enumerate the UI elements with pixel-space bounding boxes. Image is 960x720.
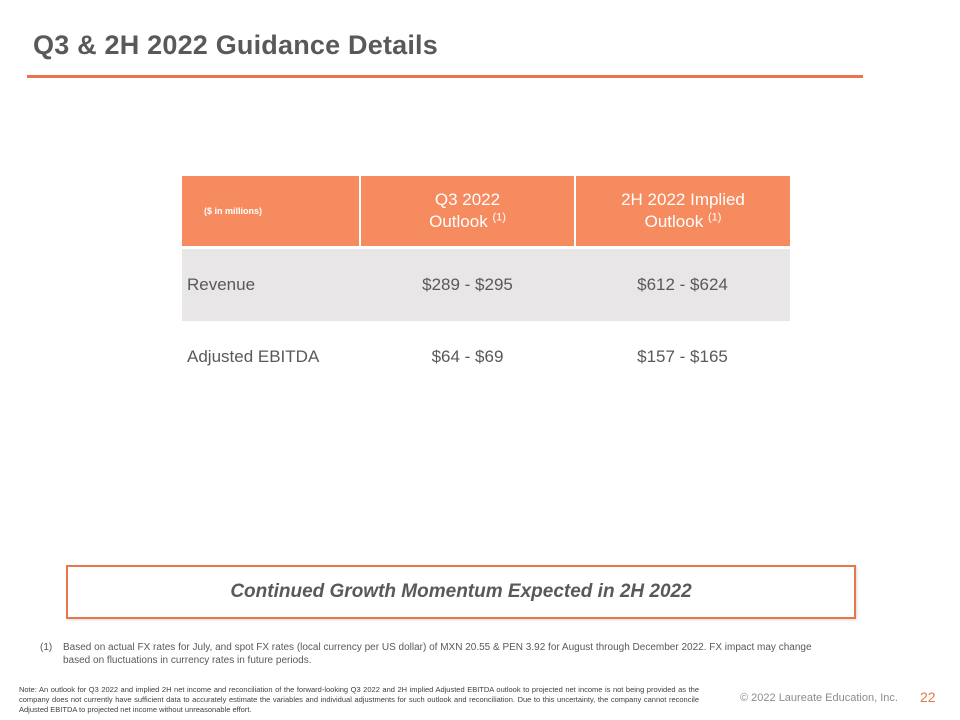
title-underline — [27, 75, 863, 78]
row-label: Revenue — [182, 246, 360, 321]
column-header-2h: 2H 2022 Implied Outlook (1) — [574, 176, 790, 248]
units-label: ($ in millions) — [182, 176, 360, 248]
footnote-number: (1) — [40, 642, 53, 653]
callout-box: Continued Growth Momentum Expected in 2H… — [66, 565, 856, 619]
footnote: (1) Based on actual FX rates for July, a… — [40, 641, 840, 667]
footnote-ref: (1) — [492, 211, 506, 224]
cell-q3-ebitda: $64 - $69 — [431, 347, 504, 366]
column-header-q3: Q3 2022 Outlook (1) — [359, 176, 575, 248]
footnote-text: Based on actual FX rates for July, and s… — [63, 642, 812, 666]
guidance-table: ($ in millions) Q3 2022 Outlook (1) 2H 2… — [182, 176, 790, 393]
column-header-2h-line2: Outlook — [644, 212, 704, 231]
page-number: 22 — [920, 689, 936, 705]
column-header-q3-line2: Outlook — [429, 212, 488, 231]
footnote-ref: (1) — [707, 211, 722, 224]
page-title: Q3 & 2H 2022 Guidance Details — [33, 30, 438, 60]
callout-text: Continued Growth Momentum Expected in 2H… — [230, 581, 692, 602]
copyright: © 2022 Laureate Education, Inc. — [740, 692, 898, 704]
cell-q3-revenue: $289 - $295 — [360, 246, 575, 321]
cell-2h-revenue: $612 - $624 — [575, 246, 790, 321]
table-row-adjusted-ebitda: Adjusted EBITDA $64 - $69 $157 - $165 — [182, 321, 790, 393]
cell-2h-ebitda: $157 - $165 — [637, 347, 728, 366]
column-header-2h-line1: 2H 2022 Implied — [621, 190, 745, 209]
row-label: Adjusted EBITDA — [187, 347, 320, 366]
column-header-q3-line1: Q3 2022 — [434, 190, 501, 209]
table-header-row: ($ in millions) Q3 2022 Outlook (1) 2H 2… — [182, 176, 790, 248]
table-row-revenue: Revenue $289 - $295 $612 - $624 — [182, 246, 790, 321]
disclaimer-note: Note: An outlook for Q3 2022 and implied… — [19, 685, 699, 714]
